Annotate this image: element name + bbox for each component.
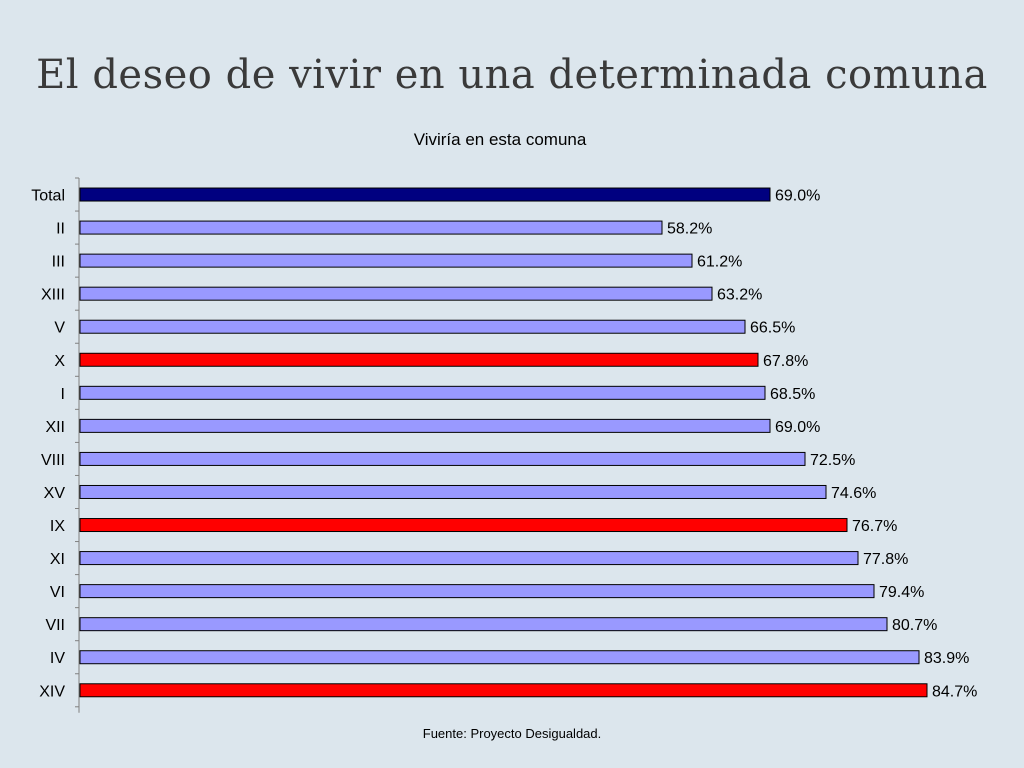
bar-xi [79,551,859,566]
bar-iv [79,650,920,665]
category-label: XI [50,551,65,568]
data-label: 61.2% [697,254,742,271]
source-note: Fuente: Proyecto Desigualdad. [422,726,602,741]
data-label: 76.7% [852,518,897,535]
data-label: 66.5% [750,320,795,337]
bar-xv [79,484,827,499]
category-label: V [54,320,65,337]
bar-xiv [79,683,928,698]
data-label: 58.2% [667,221,712,238]
bar-vii [79,617,888,632]
data-label: 74.6% [831,485,876,502]
data-label: 77.8% [863,551,908,568]
category-label: XIII [41,287,65,304]
bar-vi [79,584,875,599]
data-label: 72.5% [810,452,855,469]
category-label: VII [45,617,65,634]
bar-iii [79,253,693,268]
slide-title: El deseo de vivir en una determinada com… [36,52,988,98]
category-label: XIV [39,683,65,700]
category-label: XV [44,485,66,502]
data-label: 63.2% [717,287,762,304]
data-label: 67.8% [763,353,808,370]
category-label: Total [31,188,65,205]
category-label: I [61,386,65,403]
category-label: VIII [41,452,65,469]
data-label: 69.0% [775,419,820,436]
category-label: IV [50,650,65,667]
data-label: 83.9% [924,650,969,667]
data-label: 80.7% [892,617,937,634]
bar-ii [79,220,663,235]
chart-title: Viviría en esta comuna [413,130,587,149]
category-label: II [56,221,65,238]
bar-i [79,385,766,400]
bar-total [79,187,771,202]
category-label: XII [45,419,65,436]
category-label: VI [50,584,65,601]
bar-v [79,319,746,334]
bar-ix [79,518,848,533]
bar-viii [79,451,806,466]
category-label: III [52,254,65,271]
data-label: 68.5% [770,386,815,403]
data-label: 79.4% [879,584,924,601]
category-label: IX [50,518,65,535]
category-label: X [54,353,65,370]
bar-xiii [79,286,713,301]
bar-xii [79,418,771,433]
data-label: 69.0% [775,188,820,205]
data-label: 84.7% [932,683,977,700]
bar-x [79,352,759,367]
